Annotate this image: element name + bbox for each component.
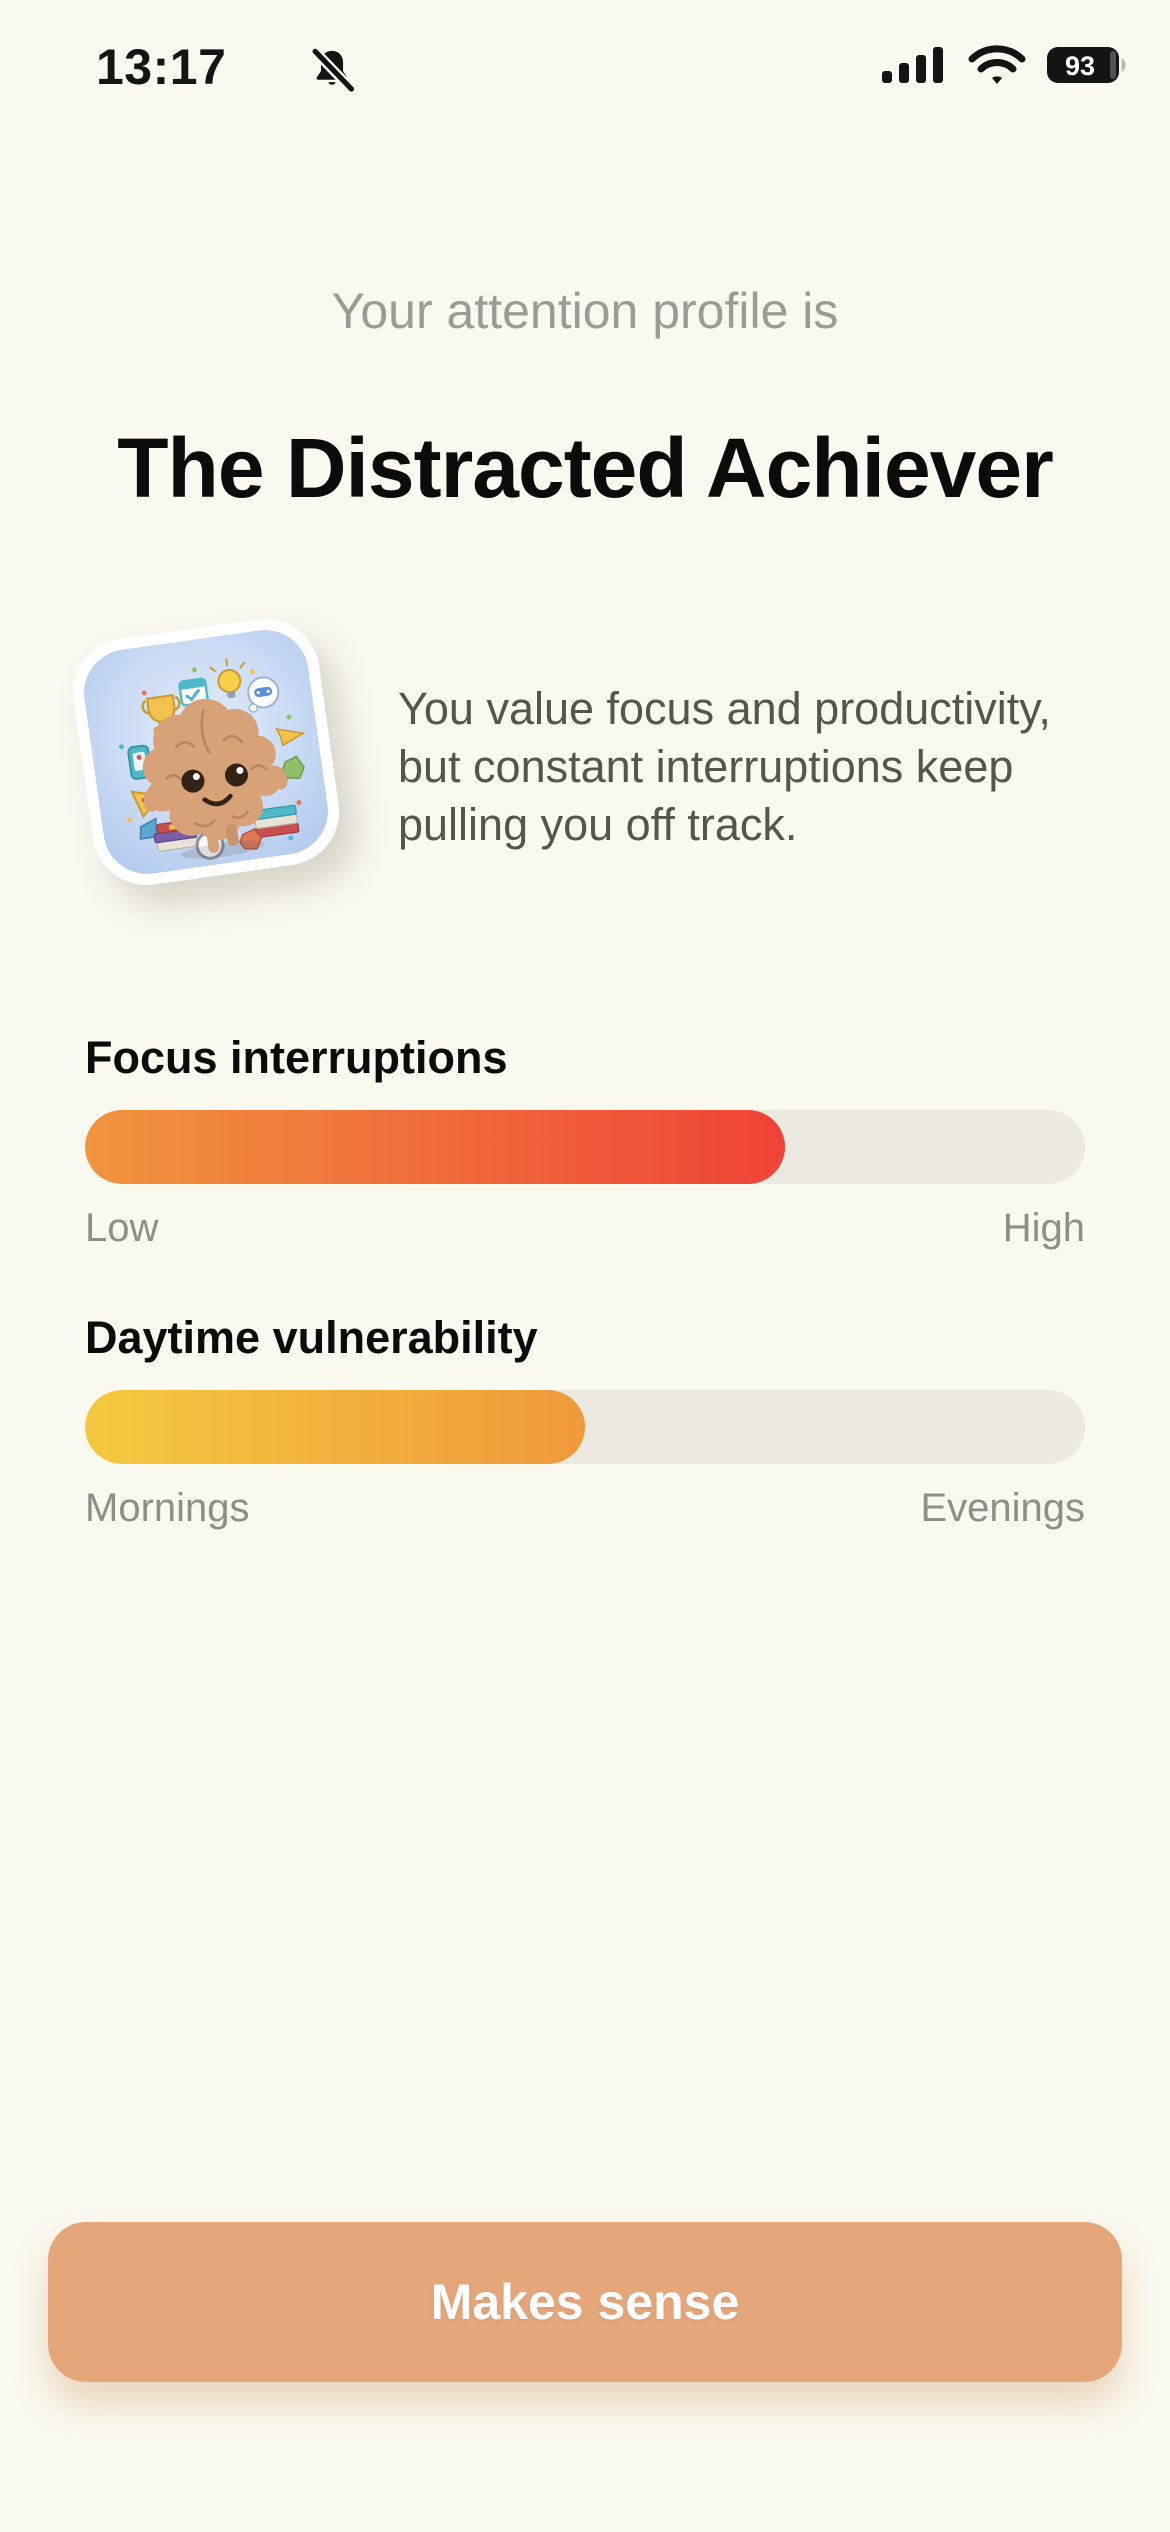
makes-sense-button-label: Makes sense bbox=[430, 2274, 740, 2330]
battery-icon: 93 bbox=[1047, 47, 1126, 83]
cellular-signal-icon bbox=[882, 47, 943, 83]
meter-max-label: High bbox=[1002, 1206, 1085, 1250]
sparkle-dots bbox=[118, 667, 302, 841]
paper-plane-icon bbox=[275, 727, 306, 747]
meter-track bbox=[85, 1110, 1085, 1184]
thought-bubble-icon bbox=[245, 676, 280, 720]
brain-character-illustration bbox=[84, 630, 328, 874]
profile-description: You value focus and productivity, but co… bbox=[398, 683, 1051, 850]
makes-sense-button[interactable]: Makes sense bbox=[48, 2222, 1122, 2382]
lightbulb-icon bbox=[209, 658, 245, 699]
status-indicators: 93 bbox=[880, 40, 1128, 90]
meter-daytime-vulnerability: Daytime vulnerability Mornings Evenings bbox=[85, 1312, 1085, 1531]
meter-label: Daytime vulnerability bbox=[85, 1312, 538, 1363]
brain-character-sticker bbox=[65, 611, 347, 893]
meter-focus-interruptions: Focus interruptions Low High bbox=[85, 1032, 1085, 1251]
brain-character bbox=[142, 698, 288, 859]
wifi-icon bbox=[968, 45, 1026, 84]
meter-fill bbox=[85, 1390, 585, 1464]
bell-slash-icon bbox=[309, 46, 355, 92]
clock: 13:17 bbox=[96, 39, 227, 95]
calendar-icon bbox=[178, 677, 209, 707]
status-bar: 13:17 93 bbox=[0, 0, 1170, 130]
crumpled-paper-red-icon bbox=[239, 828, 263, 850]
meter-min-label: Mornings bbox=[85, 1486, 250, 1530]
meter-max-label: Evenings bbox=[920, 1486, 1085, 1530]
profile-eyebrow: Your attention profile is bbox=[331, 283, 839, 339]
meter-fill bbox=[85, 1110, 785, 1184]
meter-track bbox=[85, 1390, 1085, 1464]
meter-label: Focus interruptions bbox=[85, 1032, 508, 1083]
meter-min-label: Low bbox=[85, 1206, 159, 1250]
page-title: The Distracted Achiever bbox=[117, 421, 1054, 515]
svg-text:93: 93 bbox=[1065, 51, 1095, 81]
